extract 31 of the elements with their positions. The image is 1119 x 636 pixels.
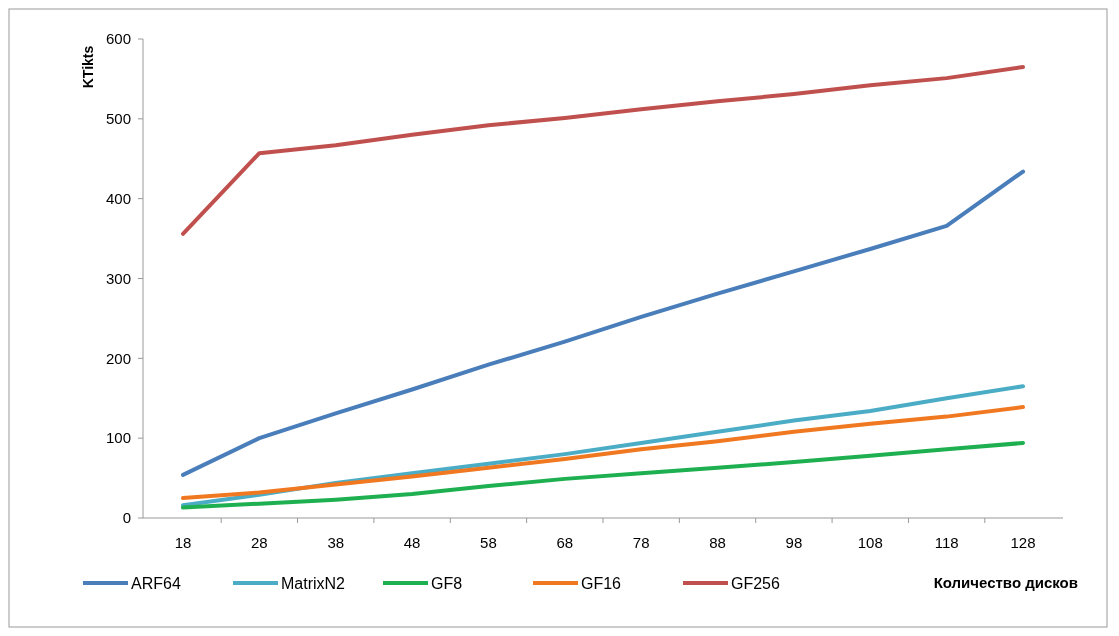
y-tick-label: 500	[105, 110, 131, 128]
y-axis-title: KTikts	[80, 45, 96, 89]
line-series	[181, 440, 1025, 510]
y-tick-label: 200	[105, 349, 131, 367]
x-tick-label: 108	[857, 534, 883, 551]
legend-label: GF8	[431, 574, 463, 592]
x-tick-label: 68	[556, 534, 574, 551]
x-tick-label: 38	[327, 534, 345, 551]
y-tick-label: 400	[105, 189, 131, 207]
y-tick-label: 0	[122, 509, 131, 527]
x-tick-label: 28	[251, 534, 268, 551]
line-series	[181, 64, 1025, 236]
x-axis-title: Количество дисков	[933, 574, 1078, 592]
x-tick-label: 118	[934, 534, 959, 551]
line-series	[181, 405, 1025, 501]
x-tick-label: 88	[709, 534, 726, 551]
x-tick-label: 58	[480, 534, 497, 551]
line-series	[181, 169, 1025, 477]
legend-label: GF256	[731, 574, 781, 592]
x-tick-label: 48	[403, 534, 421, 551]
y-tick-label: 300	[105, 269, 131, 287]
legend-label: ARF64	[131, 574, 181, 592]
x-tick-label: 18	[174, 534, 192, 551]
line-series	[181, 384, 1025, 508]
x-tick-label: 98	[785, 534, 803, 551]
x-tick-label: 128	[1010, 534, 1036, 551]
legend-label: GF16	[581, 574, 622, 592]
legend-label: MatrixN2	[281, 574, 346, 592]
y-tick-label: 100	[105, 429, 131, 447]
x-tick-label: 78	[632, 534, 650, 551]
y-tick-label: 600	[105, 30, 131, 48]
